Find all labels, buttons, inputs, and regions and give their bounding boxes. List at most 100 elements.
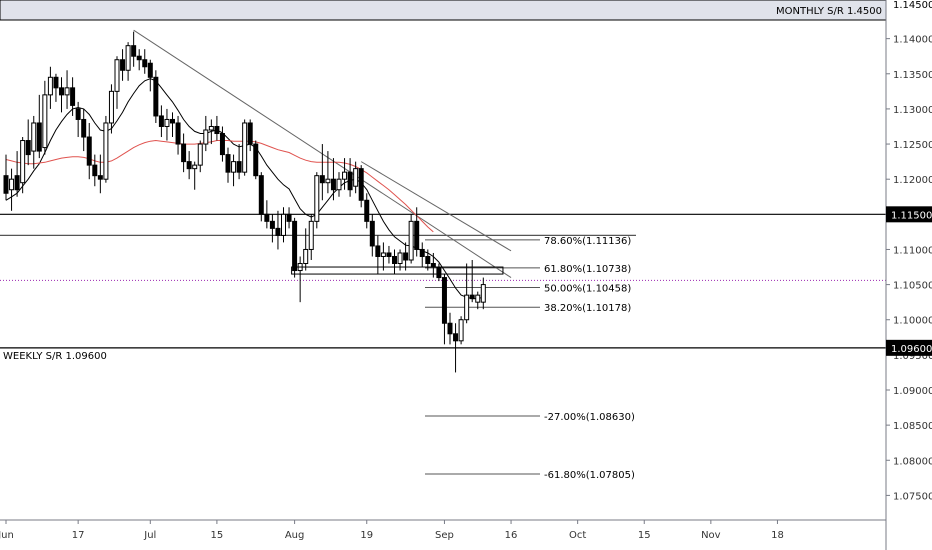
- candle: [342, 158, 348, 190]
- candle: [403, 242, 409, 271]
- candle-body-down: [214, 125, 220, 135]
- candle-body-down: [441, 277, 447, 324]
- candle-body-down: [386, 252, 392, 257]
- candle-body-up: [114, 59, 120, 92]
- candle: [25, 119, 31, 166]
- candles: [3, 31, 486, 373]
- candle: [258, 172, 264, 222]
- candle: [42, 80, 48, 155]
- candle-body-up: [42, 94, 48, 149]
- candle-body-down: [436, 266, 442, 279]
- price-tick-label: 1.10000: [893, 316, 932, 327]
- candle-body-down: [319, 175, 325, 184]
- candle-body-down: [258, 175, 264, 215]
- candle-body-down: [375, 245, 381, 257]
- candle: [286, 207, 292, 229]
- candle-body-down: [430, 263, 436, 268]
- candle: [192, 161, 198, 190]
- price-tick-label: 1.13000: [893, 105, 932, 116]
- candle: [9, 168, 15, 211]
- price-badge-label: 1.11500: [891, 210, 932, 221]
- candle: [247, 119, 253, 152]
- candle: [219, 126, 225, 162]
- candle-body-down: [81, 118, 87, 138]
- candle: [175, 115, 181, 155]
- candle: [275, 210, 281, 250]
- price-tick-label: 1.08500: [893, 421, 932, 432]
- candle-body-up: [325, 178, 331, 184]
- candle-body-down: [392, 255, 397, 265]
- candle-body-down: [142, 59, 148, 68]
- trendline: [360, 161, 512, 252]
- candle-body-down: [97, 175, 103, 180]
- price-tick-label: 1.09000: [893, 386, 932, 397]
- candle: [458, 316, 464, 345]
- candle-body-down: [92, 164, 98, 177]
- candle-body-down: [269, 220, 275, 229]
- candle-body-up: [64, 87, 70, 96]
- candle: [475, 291, 481, 310]
- candle-body-up: [192, 164, 198, 170]
- candle: [14, 151, 20, 197]
- candle-body-down: [14, 175, 20, 191]
- candle-body-up: [475, 294, 481, 303]
- candle-body-up: [380, 252, 386, 257]
- monthly-sr-label: MONTHLY S/R 1.4500: [776, 6, 882, 17]
- candle-body-down: [170, 118, 175, 124]
- price-badge: [886, 339, 932, 356]
- candle-body-down: [219, 133, 225, 156]
- price-axis[interactable]: 1.14000 1.13500 1.13000 1.12500 1.12000 1.115…: [885, 0, 932, 550]
- candle: [47, 66, 53, 109]
- horizontal-levels[interactable]: WEEKLY S/R 1.09600: [0, 213, 932, 362]
- candle: [181, 133, 187, 173]
- candle: [3, 154, 9, 201]
- time-tick-label: 19: [360, 530, 373, 541]
- candle-body-up: [353, 168, 359, 187]
- candle: [131, 31, 137, 67]
- candle: [197, 140, 203, 173]
- candle-body-up: [208, 125, 214, 131]
- fib-label: -27.00%(1.08630): [544, 412, 635, 423]
- candle: [336, 172, 342, 197]
- candle-body-down: [147, 62, 153, 78]
- candle-body-up: [108, 90, 114, 124]
- candle: [214, 115, 220, 141]
- candle: [231, 154, 237, 187]
- time-tick-label: Jul: [143, 530, 156, 541]
- candle: [70, 77, 76, 116]
- candle-body-down: [120, 59, 126, 71]
- price-tick-label: 1.12500: [893, 140, 932, 151]
- candle: [242, 119, 248, 176]
- candle: [453, 323, 459, 373]
- candle: [358, 165, 364, 208]
- candle: [414, 207, 420, 257]
- time-axis[interactable]: Jun 17 Jul 15 Aug 19 Sep 16 Oct 15 Nov 18: [0, 519, 886, 541]
- fib-label: -61.80%(1.07805): [544, 470, 635, 481]
- candle-body-up: [342, 171, 348, 180]
- price-badge-label: 1.09600: [891, 344, 932, 355]
- fibonacci-levels[interactable]: 78.60%(1.11136) 61.80%(1.10738) 50.00%(1.1…: [425, 236, 635, 481]
- candle: [75, 101, 81, 138]
- price-tick-label: 1.07500: [893, 491, 932, 502]
- candle-body-down: [330, 178, 336, 191]
- price-badge: [886, 206, 932, 223]
- candle-body-up: [20, 140, 26, 184]
- candle: [147, 59, 153, 92]
- candle: [386, 245, 392, 264]
- candle-body-up: [103, 122, 109, 180]
- candle-body-up: [9, 178, 15, 191]
- candle-body-up: [397, 252, 403, 265]
- candle: [186, 151, 192, 180]
- candle: [380, 242, 386, 271]
- candle-body-up: [308, 220, 314, 250]
- price-tick-label: 1.14000: [893, 35, 932, 46]
- time-tick-label: Aug: [285, 530, 305, 541]
- support-box[interactable]: [291, 266, 504, 275]
- candle: [36, 94, 42, 159]
- candle: [330, 158, 336, 201]
- candle: [203, 115, 209, 152]
- candle-body-down: [358, 168, 364, 201]
- candle-body-up: [303, 248, 309, 265]
- price-tick-label: 1.11000: [893, 245, 932, 256]
